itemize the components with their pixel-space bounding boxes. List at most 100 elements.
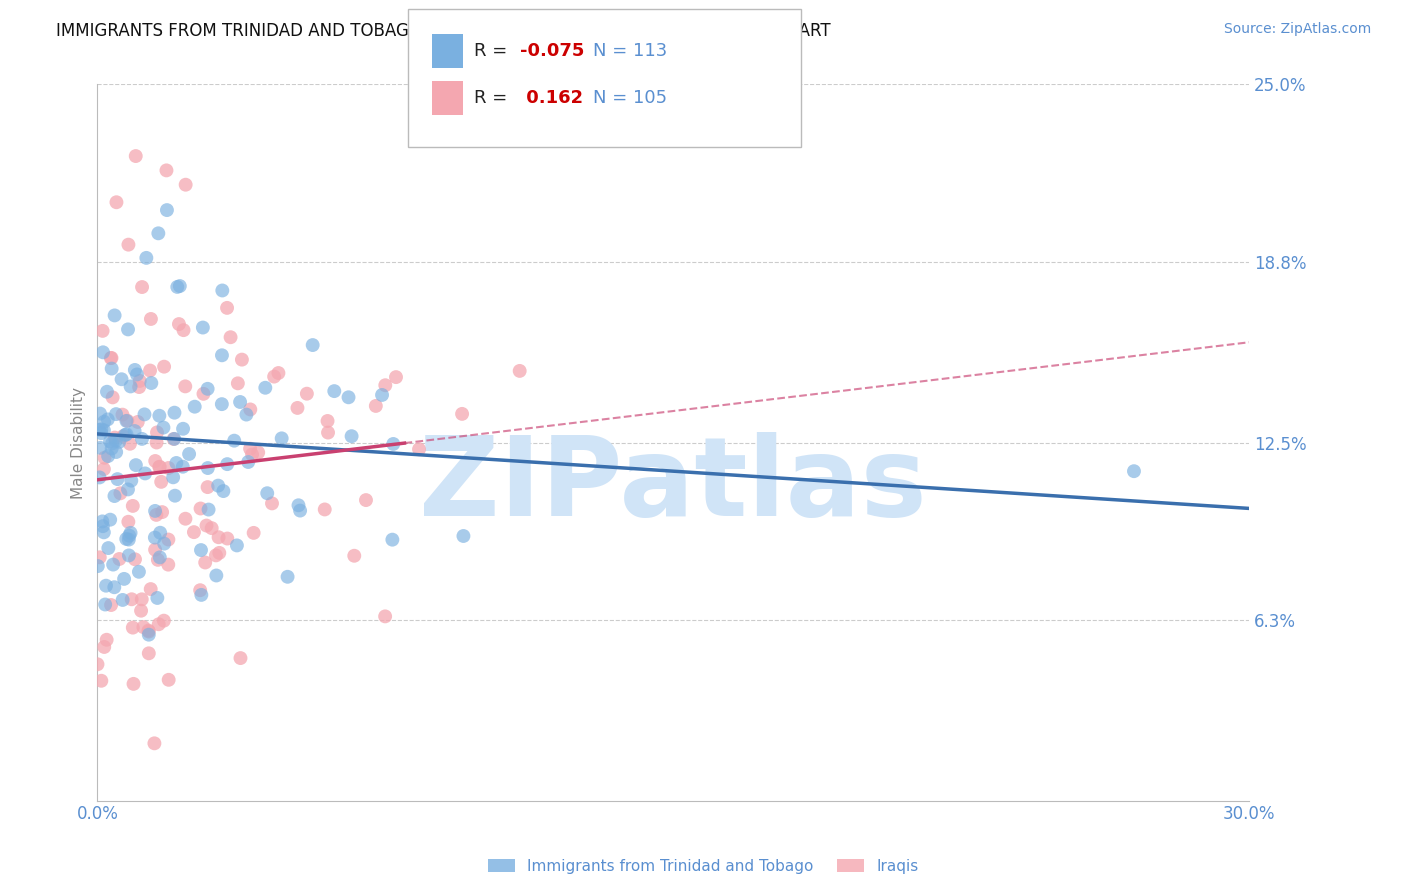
Point [1123,464,1146,478]
Point [149,459,172,474]
Point [86,657,108,672]
Point [240,448,263,462]
Point [115,532,138,546]
Point [177,447,200,461]
Text: R =: R = [474,42,513,60]
Point [263,369,285,384]
Point [323,384,346,398]
Text: Source: ZipAtlas.com: Source: ZipAtlas.com [1223,22,1371,37]
Point [188,583,211,598]
Point [129,604,152,618]
Text: N = 113: N = 113 [593,42,668,60]
Point [183,400,205,414]
Point [343,549,366,563]
Point [172,422,194,436]
Point [155,163,177,178]
Point [115,427,138,442]
Text: IMMIGRANTS FROM TRINIDAD AND TOBAGO VS IRAQI MALE DISABILITY CORRELATION CHART: IMMIGRANTS FROM TRINIDAD AND TOBAGO VS I… [56,22,831,40]
Point [301,338,323,352]
Point [381,533,404,547]
Point [143,504,166,518]
Point [97,449,120,463]
Point [131,280,153,294]
Point [152,420,174,434]
Point [100,361,122,376]
Point [150,475,173,489]
Point [138,646,160,660]
Point [153,536,176,550]
Point [90,422,112,436]
Point [287,498,309,512]
Point [103,489,125,503]
Point [128,374,150,388]
Point [340,429,363,443]
Point [153,359,176,374]
Point [121,621,143,635]
Point [163,432,186,446]
Point [100,351,122,365]
Point [138,624,160,638]
Point [143,531,166,545]
Point [104,431,127,445]
Point [146,553,169,567]
Point [219,330,242,344]
Point [148,617,170,632]
Point [337,390,360,404]
Point [120,525,142,540]
Point [103,580,125,594]
Point [121,592,143,607]
Point [239,442,262,456]
Point [112,572,135,586]
Point [169,279,191,293]
Point [132,620,155,634]
Point [212,484,235,499]
Point [226,538,249,552]
Point [242,525,264,540]
Point [238,455,260,469]
Point [89,470,111,484]
Point [111,593,134,607]
Point [94,598,117,612]
Point [254,381,277,395]
Point [364,399,387,413]
Point [157,673,180,687]
Point [211,397,233,411]
Point [157,461,180,475]
Point [256,486,278,500]
Point [115,414,138,428]
Point [287,401,309,415]
Point [131,592,153,607]
Point [134,467,156,481]
Point [146,591,169,605]
Point [145,508,167,522]
Point [207,530,229,544]
Point [247,445,270,459]
Point [93,525,115,540]
Point [165,456,187,470]
Point [118,529,141,543]
Point [91,324,114,338]
Point [231,352,253,367]
Point [172,459,194,474]
Point [105,195,128,210]
Point [150,505,173,519]
Point [87,423,110,437]
Point [215,301,238,315]
Legend: Immigrants from Trinidad and Tobago, Iraqis: Immigrants from Trinidad and Tobago, Ira… [481,853,925,880]
Point [112,429,135,443]
Point [167,317,190,331]
Point [267,366,290,380]
Point [174,178,197,192]
Point [93,415,115,429]
Point [127,415,149,429]
Point [451,407,474,421]
Point [190,543,212,558]
Point [153,614,176,628]
Point [134,408,156,422]
Point [149,525,172,540]
Point [121,499,143,513]
Point [93,423,115,437]
Point [124,552,146,566]
Point [108,434,131,449]
Point [174,379,197,393]
